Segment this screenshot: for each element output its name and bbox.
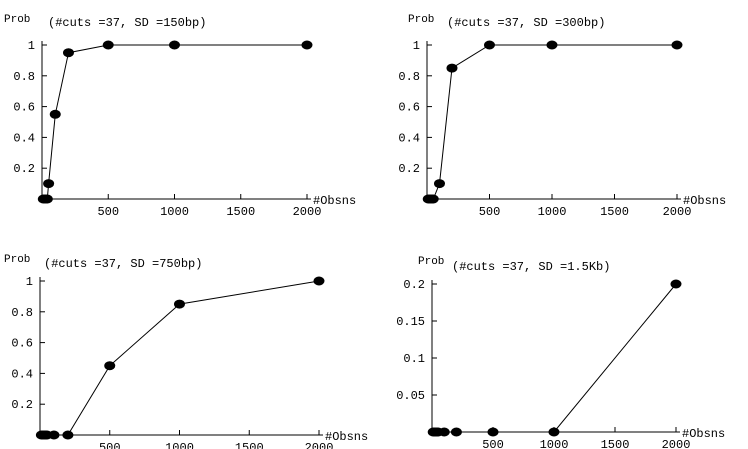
data-point [102,40,114,50]
x-tick-label: 500 [97,205,119,219]
y-tick-label: 0.4 [11,367,33,381]
x-tick-label: 2000 [663,205,692,219]
y-tick-label: 0.6 [398,101,420,115]
y-tick-label: 1 [26,275,33,289]
x-tick-label: 1500 [600,205,629,219]
x-axis-label: #Obsns [325,430,368,444]
data-point [41,194,53,204]
data-point [670,279,682,289]
data-point [169,40,180,50]
y-axis-label: Prob [418,256,444,268]
y-axis-label: Prob [4,14,30,26]
x-tick-label: 1500 [235,441,264,449]
x-tick-label: 1000 [538,205,567,219]
series-line [43,44,307,200]
x-tick-label: 1500 [601,438,630,449]
data-point [43,179,55,189]
x-tick-label: 2000 [662,438,691,449]
y-tick-label: 1 [413,39,420,53]
data-point [48,430,60,440]
x-tick-label: 1000 [160,205,189,219]
y-tick-label: 0.2 [13,162,35,176]
y-axis-label: Prob [408,14,434,26]
chart-title: (#cuts =37, SD =150bp) [48,16,206,30]
y-axis-label: Prob [4,254,30,266]
data-point [438,427,450,437]
y-tick-label: 0.05 [396,389,425,403]
x-tick-label: 1000 [165,441,194,449]
data-point [450,427,462,437]
chart-title: (#cuts =37, SD =1.5Kb) [452,260,610,274]
x-tick-label: 500 [479,205,501,219]
y-tick-label: 0.1 [403,352,425,366]
data-point [446,63,458,73]
y-tick-label: 0.6 [13,101,35,115]
data-point [434,179,445,189]
data-point [546,40,558,50]
data-point [104,361,116,371]
x-tick-label: 2000 [293,205,322,219]
series-line [433,283,677,433]
data-point [427,194,439,204]
x-axis-label: #Obsns [682,427,725,441]
x-tick-label: 500 [482,438,504,449]
y-tick-label: 0.4 [13,131,35,145]
y-tick-label: 0.2 [11,398,33,412]
data-point [487,427,499,437]
chart-title: (#cuts =37, SD =750bp) [44,257,202,271]
y-tick-label: 0.2 [398,162,420,176]
y-tick-label: 0.15 [396,315,425,329]
chart-title: (#cuts =37, SD =300bp) [447,16,605,30]
data-point [174,299,185,309]
data-point [548,427,560,437]
x-axis-label: #Obsns [313,194,356,208]
data-point [671,40,683,50]
y-tick-label: 1 [28,39,35,53]
data-point [313,276,325,286]
x-tick-label: 500 [99,441,121,449]
data-point [49,109,61,119]
y-tick-label: 0.8 [398,70,420,84]
y-tick-label: 0.6 [11,337,33,351]
data-point [484,40,495,50]
y-tick-label: 0.8 [11,306,33,320]
y-tick-label: 0.4 [398,131,420,145]
x-tick-label: 1000 [540,438,569,449]
data-point [63,48,74,58]
y-tick-label: 0.2 [403,278,425,292]
x-tick-label: 2000 [305,441,334,449]
data-point [62,430,74,440]
y-tick-label: 0.8 [13,70,35,84]
x-tick-label: 1500 [226,205,255,219]
series-line [428,44,677,200]
data-point [301,40,313,50]
x-axis-label: #Obsns [683,194,726,208]
